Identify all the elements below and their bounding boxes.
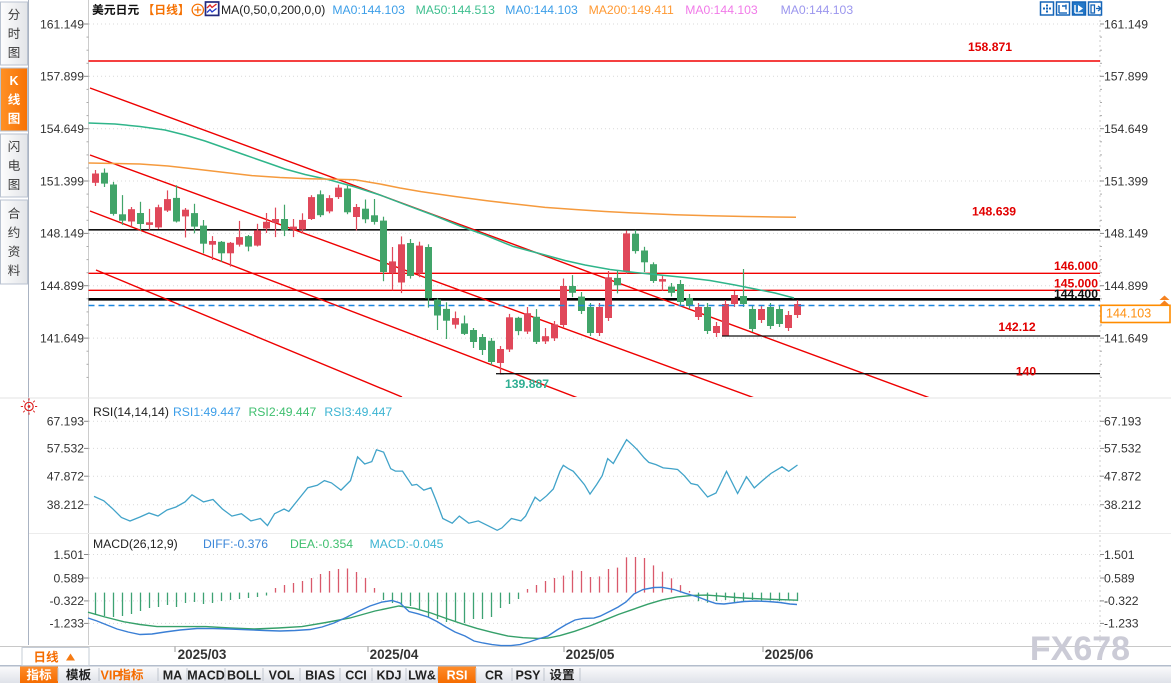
svg-text:CR: CR [485,668,503,682]
svg-text:139.887: 139.887 [505,377,549,391]
svg-text:148.149: 148.149 [1104,227,1148,241]
svg-text:-0.322: -0.322 [1104,594,1139,608]
svg-text:161.149: 161.149 [40,17,84,31]
svg-text:BOLL: BOLL [227,668,261,682]
svg-text:RSI1:49.447: RSI1:49.447 [173,405,241,419]
svg-text:2025/03: 2025/03 [178,647,227,662]
svg-text:RSI3:49.447: RSI3:49.447 [324,405,392,419]
svg-text:154.649: 154.649 [1104,122,1148,136]
svg-text:DEA:-0.354: DEA:-0.354 [290,537,353,551]
svg-text:MACD: MACD [187,668,225,682]
svg-text:148.149: 148.149 [40,227,84,241]
svg-text:KDJ: KDJ [376,668,401,682]
svg-text:141.649: 141.649 [40,331,84,345]
svg-text:157.899: 157.899 [1104,70,1148,84]
svg-text:67.193: 67.193 [47,415,84,429]
svg-text:142.12: 142.12 [998,320,1035,334]
svg-text:-1.233: -1.233 [1104,617,1139,631]
svg-text:MA0:144.103: MA0:144.103 [781,3,854,17]
svg-text:DIFF:-0.376: DIFF:-0.376 [203,537,268,551]
svg-text:MA50:144.513: MA50:144.513 [416,3,496,17]
svg-text:2025/04: 2025/04 [370,647,419,662]
svg-text:148.639: 148.639 [972,205,1016,219]
svg-text:144.103: 144.103 [1106,307,1151,321]
svg-text:145.000: 145.000 [1054,277,1098,291]
svg-text:RSI(14,14,14): RSI(14,14,14) [93,405,169,419]
svg-text:151.399: 151.399 [40,174,84,188]
svg-text:47.872: 47.872 [47,470,84,484]
svg-text:2025/06: 2025/06 [765,647,814,662]
svg-text:141.649: 141.649 [1104,331,1148,345]
svg-text:140: 140 [1016,365,1037,379]
svg-text:MA: MA [163,668,182,682]
svg-text:VIP: VIP [101,668,121,682]
svg-text:RSI: RSI [447,668,468,682]
svg-text:CCI: CCI [345,668,367,682]
svg-text:144.899: 144.899 [1104,279,1148,293]
svg-text:57.532: 57.532 [1104,442,1141,456]
svg-text:-0.322: -0.322 [49,594,84,608]
svg-text:67.193: 67.193 [1104,415,1141,429]
svg-text:MA0:144.103: MA0:144.103 [332,3,405,17]
svg-text:-1.233: -1.233 [49,617,84,631]
svg-text:144.400: 144.400 [1054,287,1098,301]
svg-text:MA(0,50,0,200,0,0): MA(0,50,0,200,0,0) [221,3,325,17]
svg-text:151.399: 151.399 [1104,174,1148,188]
svg-text:MA0:144.103: MA0:144.103 [685,3,758,17]
svg-text:38.212: 38.212 [1104,498,1141,512]
svg-text:154.649: 154.649 [40,122,84,136]
svg-text:0.589: 0.589 [54,571,85,585]
svg-text:MA200:149.411: MA200:149.411 [589,3,674,17]
svg-text:2025/05: 2025/05 [566,647,615,662]
svg-text:161.149: 161.149 [1104,17,1148,31]
svg-text:MACD:-0.045: MACD:-0.045 [370,537,444,551]
svg-text:FX678: FX678 [1030,630,1130,668]
svg-text:1.501: 1.501 [1104,548,1135,562]
svg-text:47.872: 47.872 [1104,470,1141,484]
svg-text:157.899: 157.899 [40,70,84,84]
svg-text:MACD(26,12,9): MACD(26,12,9) [93,537,178,551]
svg-text:MA0:144.103: MA0:144.103 [505,3,578,17]
svg-text:158.871: 158.871 [968,40,1012,54]
svg-text:PSY: PSY [515,668,541,682]
svg-text:VOL: VOL [269,668,295,682]
svg-text:K: K [9,74,18,88]
svg-text:BIAS: BIAS [305,668,335,682]
svg-text:1.501: 1.501 [54,548,85,562]
svg-text:38.212: 38.212 [47,498,84,512]
svg-text:LW&: LW& [408,668,436,682]
svg-text:146.000: 146.000 [1054,259,1098,273]
svg-text:RSI2:49.447: RSI2:49.447 [249,405,317,419]
svg-text:0.589: 0.589 [1104,571,1135,585]
svg-text:144.899: 144.899 [40,279,84,293]
svg-text:57.532: 57.532 [47,442,84,456]
